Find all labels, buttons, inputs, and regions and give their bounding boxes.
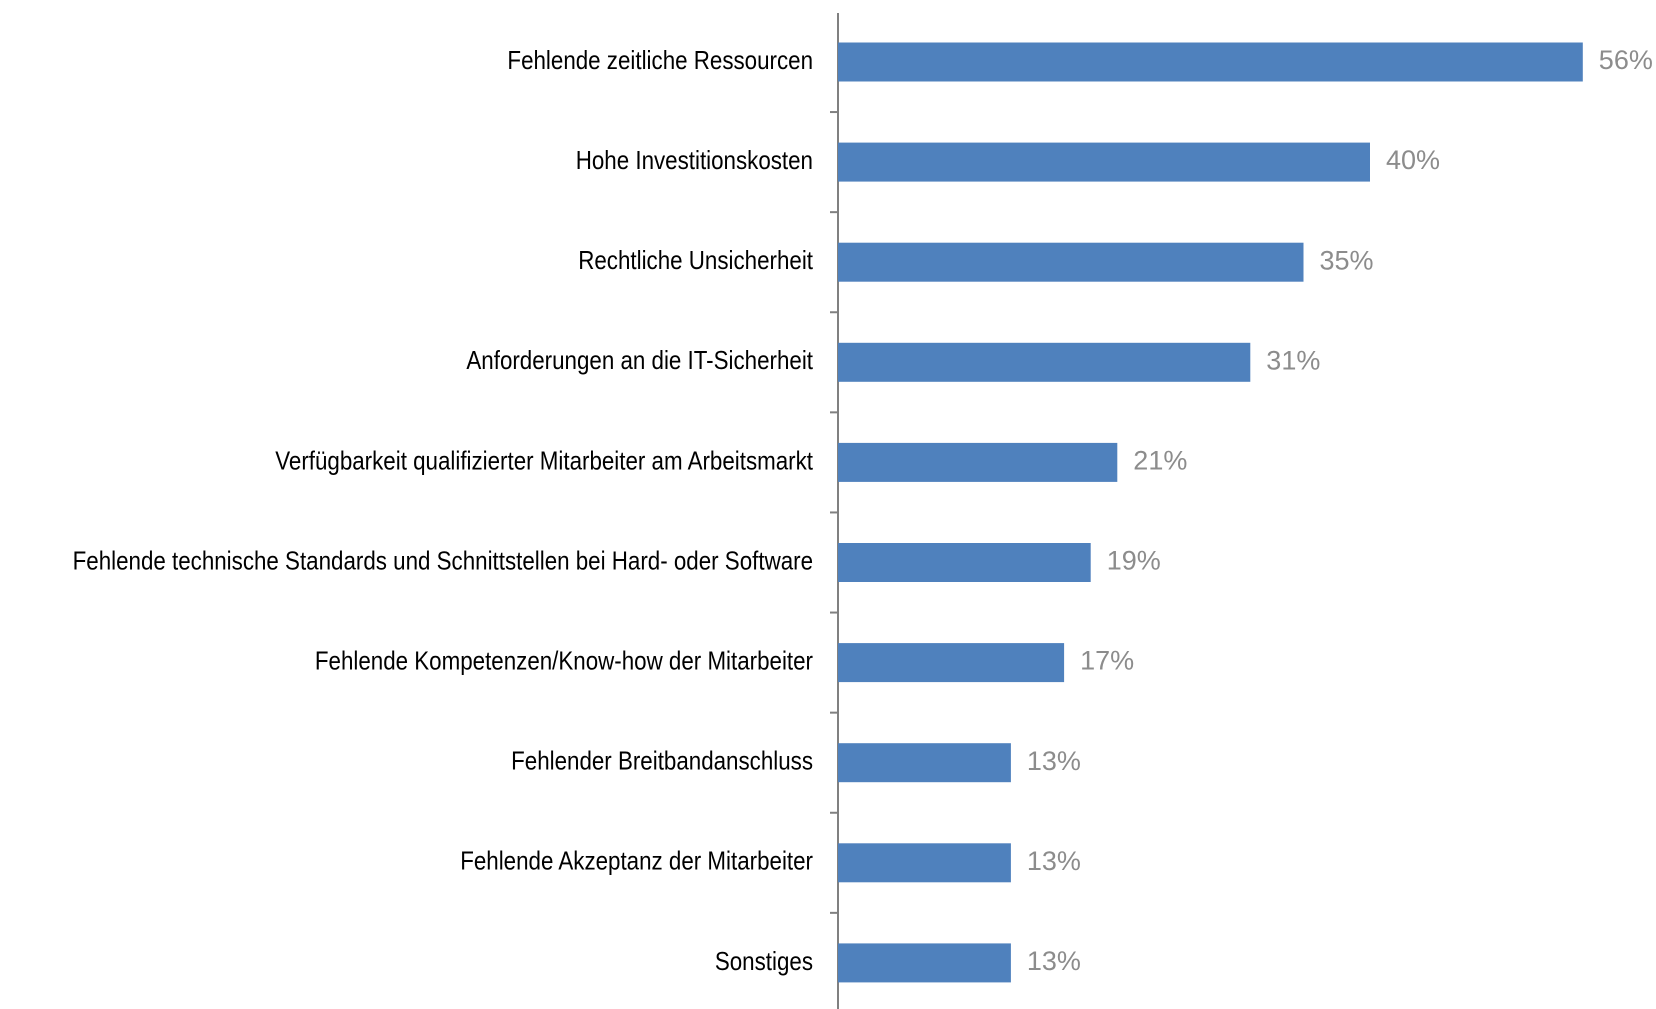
value-label: 13% bbox=[1027, 746, 1081, 776]
category-label: Hohe Investitionskosten bbox=[576, 146, 813, 175]
category-label: Verfügbarkeit qualifizierter Mitarbeiter… bbox=[275, 447, 813, 476]
category-label-group: Hohe Investitionskosten bbox=[576, 146, 813, 175]
category-label: Fehlende Kompetenzen/Know-how der Mitarb… bbox=[315, 647, 813, 676]
value-label: 13% bbox=[1027, 846, 1081, 876]
category-label-group: Anforderungen an die IT-Sicherheit bbox=[466, 347, 813, 376]
bar bbox=[838, 943, 1011, 983]
value-label: 31% bbox=[1266, 345, 1320, 375]
value-label: 35% bbox=[1320, 245, 1374, 275]
bar bbox=[838, 242, 1304, 282]
category-label-group: Rechtliche Unsicherheit bbox=[578, 247, 813, 276]
category-label-group: Fehlende zeitliche Ressourcen bbox=[507, 46, 813, 75]
value-label: 21% bbox=[1133, 446, 1187, 476]
value-label: 17% bbox=[1080, 646, 1134, 676]
bar bbox=[838, 142, 1370, 182]
category-label: Fehlende Akzeptanz der Mitarbeiter bbox=[460, 847, 813, 876]
bar bbox=[838, 643, 1065, 683]
bar bbox=[838, 42, 1583, 82]
category-label: Sonstiges bbox=[715, 947, 813, 976]
category-label: Rechtliche Unsicherheit bbox=[578, 247, 813, 276]
value-label: 56% bbox=[1599, 45, 1653, 75]
category-label: Anforderungen an die IT-Sicherheit bbox=[466, 347, 813, 376]
category-label: Fehlende zeitliche Ressourcen bbox=[507, 46, 813, 75]
value-label: 19% bbox=[1107, 546, 1161, 576]
category-label-group: Fehlender Breitbandanschluss bbox=[511, 747, 813, 776]
category-label: Fehlender Breitbandanschluss bbox=[511, 747, 813, 776]
category-label-group: Verfügbarkeit qualifizierter Mitarbeiter… bbox=[275, 447, 813, 476]
category-label-group: Fehlende technische Standards und Schnit… bbox=[73, 547, 813, 576]
category-label-group: Sonstiges bbox=[715, 947, 813, 976]
category-label-group: Fehlende Akzeptanz der Mitarbeiter bbox=[460, 847, 813, 876]
bar bbox=[838, 342, 1251, 382]
value-label: 13% bbox=[1027, 946, 1081, 976]
bar bbox=[838, 543, 1091, 582]
bar bbox=[838, 843, 1011, 883]
bar bbox=[838, 442, 1118, 482]
bar bbox=[838, 743, 1011, 783]
category-label: Fehlende technische Standards und Schnit… bbox=[73, 547, 813, 576]
category-label-group: Fehlende Kompetenzen/Know-how der Mitarb… bbox=[315, 647, 813, 676]
value-label: 40% bbox=[1386, 145, 1440, 175]
